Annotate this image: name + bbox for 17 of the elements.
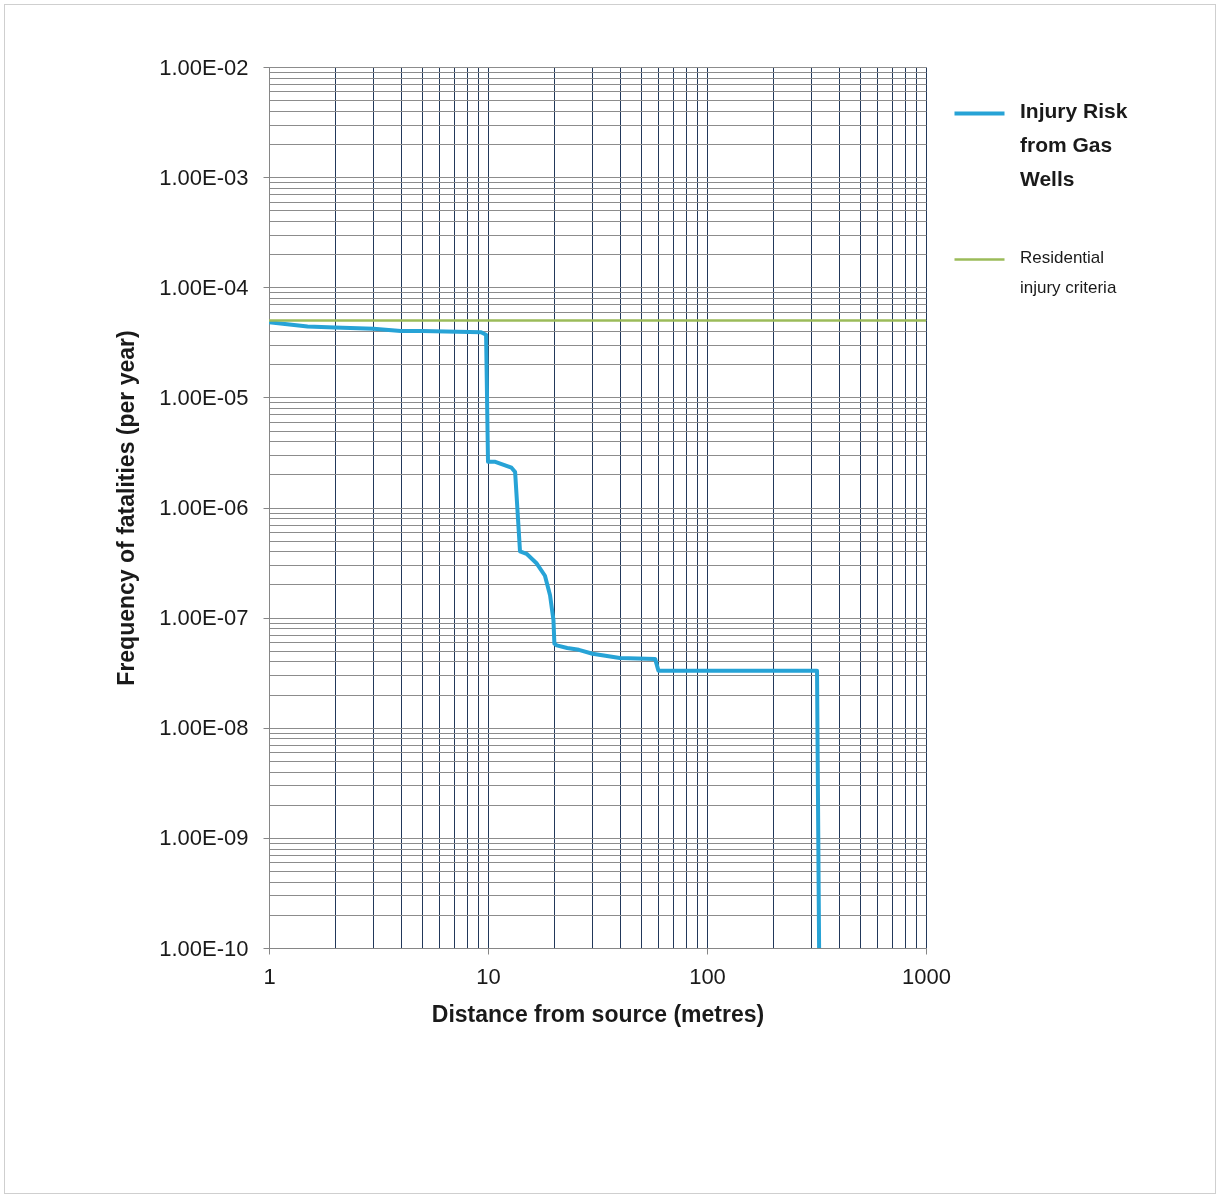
y-tick-label: 1.00E-02 [159,54,249,80]
x-tick-label: 1000 [902,963,951,989]
legend-label: Injury Risk from Gas Wells [1020,98,1128,190]
legend-label: Residential injury criteria [1020,247,1117,297]
y-tick-label: 1.00E-10 [159,935,249,961]
y-tick-label: 1.00E-04 [159,274,249,300]
y-tick-label: 1.00E-08 [159,715,249,741]
x-axis-title: Distance from source (metres) [431,1000,765,1027]
y-axis-title: Frequency of fatalities (per year) [113,330,140,686]
y-tick-label: 1.00E-06 [159,495,249,520]
y-tick-label: 1.00E-03 [159,164,249,190]
x-tick-label: 1 [263,963,276,989]
x-tick-label: 10 [476,963,501,989]
y-tick-label: 1.00E-09 [159,825,249,851]
x-tick-label: 100 [689,963,726,989]
y-tick-label: 1.00E-05 [159,384,249,410]
y-tick-label: 1.00E-07 [159,605,249,631]
